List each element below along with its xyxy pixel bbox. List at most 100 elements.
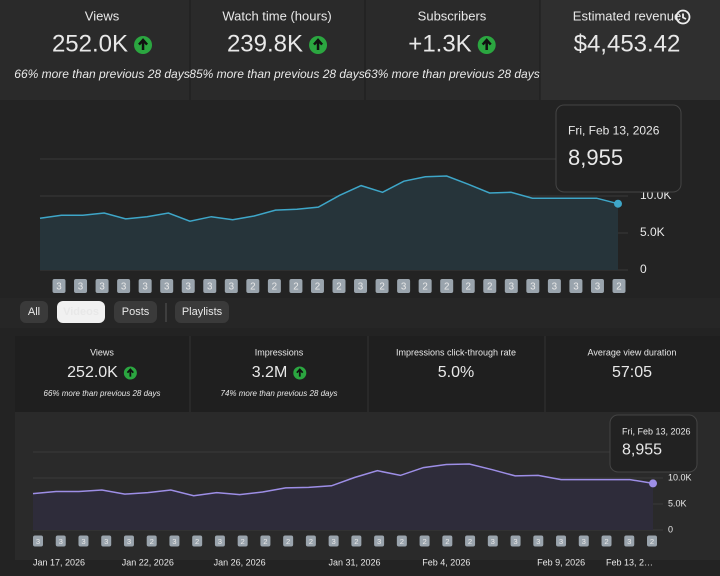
upload-marker-count[interactable]: 3 — [536, 537, 540, 546]
upload-marker-count[interactable]: 2 — [293, 282, 298, 293]
upload-marker-count[interactable]: 3 — [530, 282, 536, 293]
upload-marker[interactable] — [624, 535, 635, 547]
upload-marker[interactable] — [647, 535, 657, 547]
upload-marker[interactable] — [419, 535, 430, 547]
upload-marker-count[interactable]: 2 — [195, 537, 199, 546]
upload-marker[interactable] — [78, 535, 89, 547]
upload-marker-count[interactable]: 3 — [186, 282, 192, 293]
upload-marker-count[interactable]: 2 — [272, 282, 277, 293]
upload-marker[interactable] — [440, 279, 454, 293]
upload-marker[interactable] — [181, 279, 195, 293]
upload-marker-count[interactable]: 3 — [78, 282, 84, 293]
upload-marker-count[interactable]: 3 — [509, 282, 515, 293]
upload-marker[interactable] — [289, 279, 303, 293]
upload-marker-count[interactable]: 3 — [127, 537, 131, 546]
upload-marker-count[interactable]: 2 — [400, 537, 404, 546]
upload-marker[interactable] — [33, 535, 43, 547]
filter-chip-label[interactable]: All — [28, 306, 40, 318]
upload-marker[interactable] — [547, 279, 561, 293]
upload-marker-count[interactable]: 3 — [595, 282, 601, 293]
upload-marker[interactable] — [283, 535, 294, 547]
upload-marker[interactable] — [533, 535, 544, 547]
upload-marker-count[interactable]: 3 — [142, 282, 148, 293]
upload-marker-count[interactable]: 3 — [552, 282, 558, 293]
upload-marker[interactable] — [483, 279, 497, 293]
upload-marker[interactable] — [374, 535, 385, 547]
upload-marker-count[interactable]: 2 — [336, 282, 341, 293]
upload-marker-count[interactable]: 2 — [250, 282, 255, 293]
upload-marker[interactable] — [601, 535, 612, 547]
upload-marker-count[interactable]: 3 — [559, 537, 563, 546]
upload-marker[interactable] — [556, 535, 567, 547]
upload-marker-count[interactable]: 2 — [241, 537, 245, 546]
upload-marker[interactable] — [224, 279, 238, 293]
upload-marker[interactable] — [328, 535, 339, 547]
upload-marker[interactable] — [578, 535, 589, 547]
upload-marker-count[interactable]: 3 — [358, 282, 364, 293]
upload-marker[interactable] — [203, 279, 217, 293]
upload-marker-count[interactable]: 3 — [513, 537, 517, 546]
upload-marker[interactable] — [169, 535, 180, 547]
upload-marker-count[interactable]: 3 — [627, 537, 631, 546]
upload-marker-count[interactable]: 2 — [650, 537, 654, 546]
upload-marker[interactable] — [354, 279, 368, 293]
upload-marker[interactable] — [397, 279, 411, 293]
upload-marker[interactable] — [101, 535, 112, 547]
filter-chip-label[interactable]: Videos — [63, 306, 99, 318]
filter-chip[interactable] — [175, 301, 229, 323]
upload-marker-count[interactable]: 3 — [36, 537, 40, 546]
upload-marker[interactable] — [246, 279, 260, 293]
upload-marker-count[interactable]: 3 — [491, 537, 495, 546]
filter-chip[interactable] — [57, 301, 105, 323]
upload-marker-count[interactable]: 3 — [172, 537, 176, 546]
upload-marker[interactable] — [214, 535, 225, 547]
upload-marker-count[interactable]: 3 — [582, 537, 586, 546]
filter-chip[interactable] — [114, 301, 157, 323]
upload-marker-count[interactable]: 2 — [263, 537, 267, 546]
upload-marker-count[interactable]: 3 — [104, 537, 108, 546]
upload-marker[interactable] — [465, 535, 476, 547]
upload-marker-count[interactable]: 2 — [444, 282, 449, 293]
upload-marker-count[interactable]: 3 — [56, 282, 62, 293]
upload-marker[interactable] — [138, 279, 152, 293]
upload-marker[interactable] — [590, 279, 604, 293]
upload-marker-count[interactable]: 3 — [121, 282, 127, 293]
upload-marker-count[interactable]: 2 — [445, 537, 449, 546]
upload-marker[interactable] — [305, 535, 316, 547]
upload-marker-count[interactable]: 3 — [331, 537, 335, 546]
upload-marker[interactable] — [260, 535, 271, 547]
upload-marker[interactable] — [526, 279, 540, 293]
upload-marker[interactable] — [461, 279, 475, 293]
upload-marker[interactable] — [310, 279, 324, 293]
upload-marker-count[interactable]: 3 — [207, 282, 213, 293]
upload-marker[interactable] — [442, 535, 453, 547]
upload-marker-count[interactable]: 2 — [422, 282, 427, 293]
upload-marker[interactable] — [160, 279, 174, 293]
upload-marker[interactable] — [375, 279, 389, 293]
upload-marker[interactable] — [192, 535, 203, 547]
upload-marker-count[interactable]: 2 — [466, 282, 471, 293]
upload-marker[interactable] — [237, 535, 248, 547]
upload-marker[interactable] — [123, 535, 134, 547]
filter-chip-label[interactable]: Posts — [122, 306, 150, 318]
upload-marker-count[interactable]: 2 — [604, 537, 608, 546]
upload-marker-count[interactable]: 3 — [164, 282, 170, 293]
upload-marker[interactable] — [146, 535, 157, 547]
upload-marker[interactable] — [74, 279, 88, 293]
upload-marker[interactable] — [332, 279, 346, 293]
upload-marker-count[interactable]: 2 — [379, 282, 384, 293]
upload-marker-count[interactable]: 3 — [401, 282, 407, 293]
upload-marker-count[interactable]: 3 — [377, 537, 381, 546]
upload-marker[interactable] — [504, 279, 518, 293]
upload-marker-count[interactable]: 3 — [59, 537, 63, 546]
upload-marker-count[interactable]: 2 — [286, 537, 290, 546]
upload-marker[interactable] — [117, 279, 131, 293]
upload-marker-count[interactable]: 2 — [616, 282, 621, 293]
upload-marker-count[interactable]: 2 — [354, 537, 358, 546]
upload-marker-count[interactable]: 3 — [573, 282, 579, 293]
upload-marker[interactable] — [351, 535, 362, 547]
upload-marker-count[interactable]: 3 — [218, 537, 222, 546]
upload-marker-count[interactable]: 2 — [468, 537, 472, 546]
upload-marker-count[interactable]: 3 — [81, 537, 85, 546]
upload-marker-count[interactable]: 3 — [99, 282, 105, 293]
